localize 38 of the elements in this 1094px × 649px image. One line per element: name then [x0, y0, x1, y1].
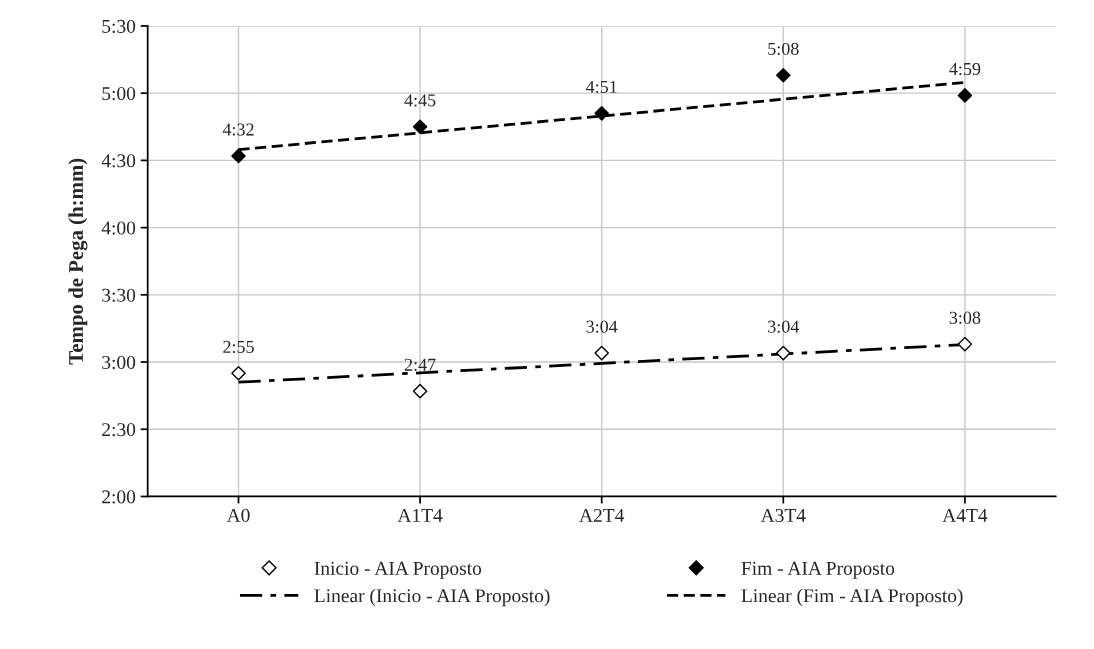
y-tick-label: 4:00: [101, 221, 136, 235]
data-label: 2:47: [404, 358, 436, 371]
point: [231, 148, 246, 164]
point: [957, 88, 973, 103]
data-label: 3:04: [768, 320, 800, 333]
point: [412, 119, 428, 135]
y-tick-label: 3:00: [102, 355, 136, 370]
data-label: 4:32: [222, 123, 254, 136]
data-label: 4:51: [586, 80, 617, 94]
x-tick-label: A2T4: [579, 508, 625, 522]
data-label: 2:55: [223, 340, 254, 353]
legend-label: Linear (Fim - AIA Proposto): [741, 588, 963, 607]
data-label: 3:04: [586, 320, 618, 333]
data-label: 4:59: [949, 62, 981, 76]
point: [776, 345, 791, 361]
data-label: 3:08: [949, 311, 981, 324]
y-tick-label: 3:30: [102, 288, 136, 302]
y-tick-label: 5:00: [102, 86, 136, 101]
point: [594, 106, 609, 121]
data-label: 4:45: [404, 94, 436, 107]
y-tick-label: 2:00: [102, 490, 136, 504]
legend-label: Inicio - AIA Proposto: [314, 561, 482, 579]
y-tick-label: 5:30: [102, 19, 136, 33]
point: [412, 383, 428, 399]
x-tick-label: A0: [226, 508, 250, 522]
point: [231, 365, 246, 381]
y-axis-title: Tempo de Pega (h:mm): [68, 158, 88, 365]
x-tick-label: A3T4: [760, 508, 806, 522]
data-label: 5:08: [768, 42, 799, 55]
point: [957, 336, 973, 352]
legend-label: Fim - AIA Proposto: [741, 561, 895, 579]
legend-label: Linear (Inicio - AIA Proposto): [314, 588, 550, 607]
x-tick-label: A4T4: [942, 508, 988, 522]
point: [776, 67, 791, 83]
x-tick-label: A1T4: [397, 508, 443, 522]
point: [594, 345, 609, 361]
y-tick-label: 2:30: [102, 423, 136, 437]
y-tick-label: 4:30: [101, 154, 136, 168]
